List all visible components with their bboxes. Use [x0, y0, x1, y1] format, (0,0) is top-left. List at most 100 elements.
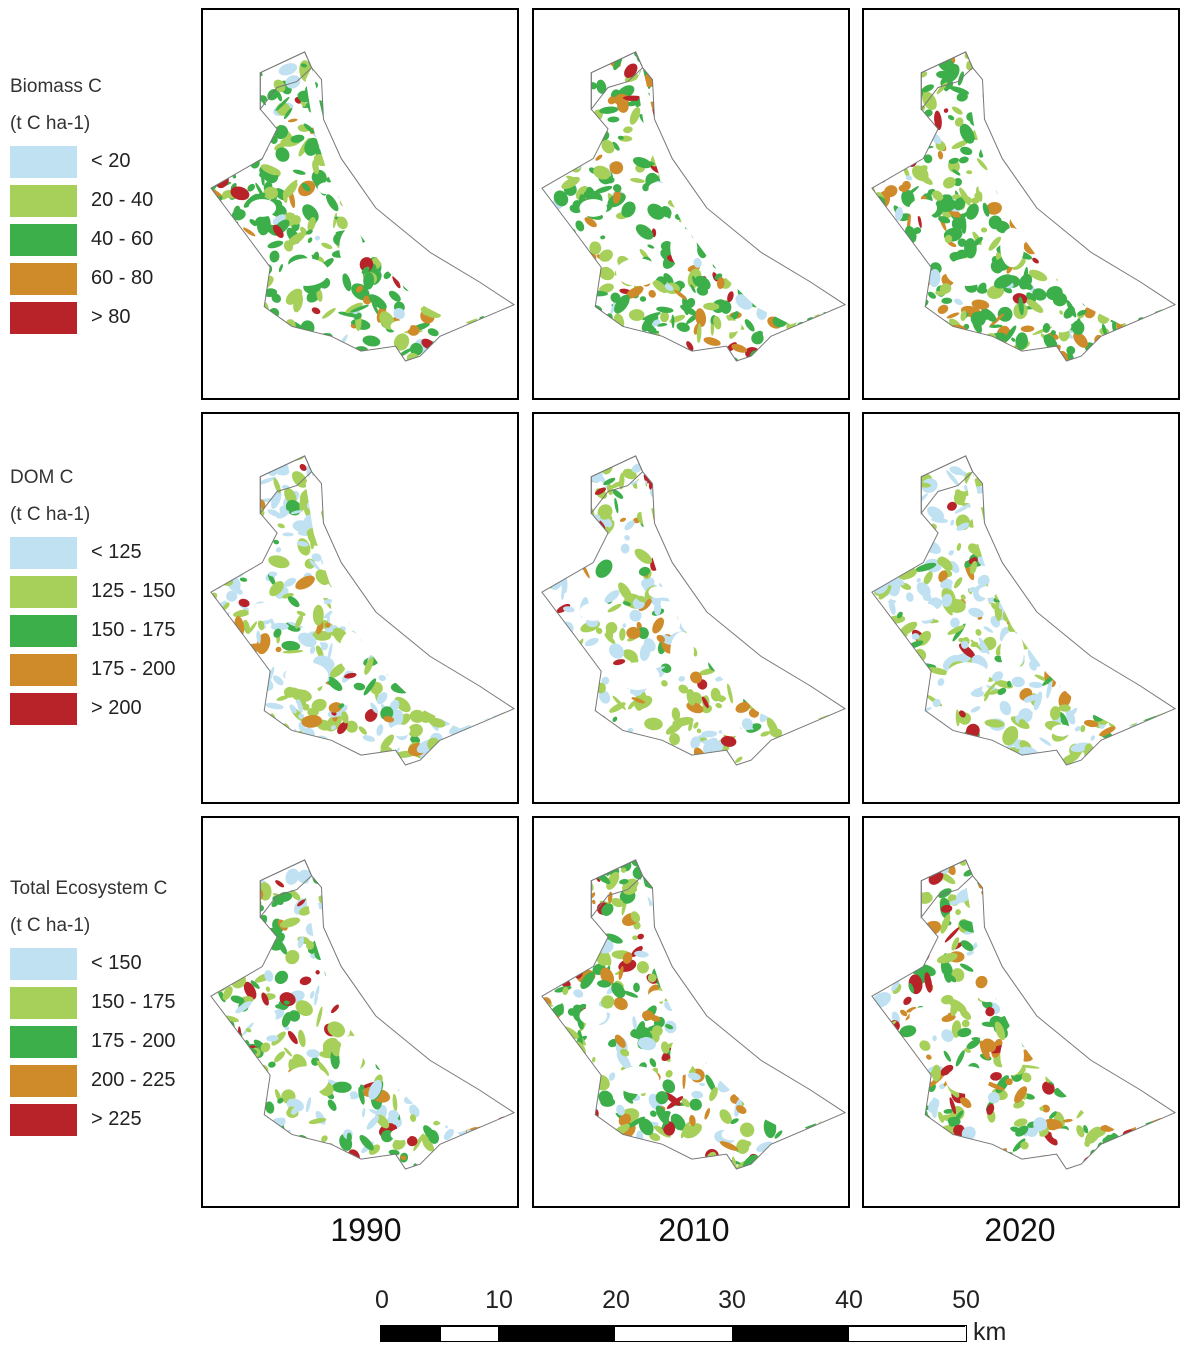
map-patch: [375, 525, 388, 540]
map-patch: [569, 84, 583, 93]
map-patch: [1147, 143, 1158, 155]
map-patch: [1034, 90, 1055, 101]
map-patch: [1027, 757, 1043, 765]
map-patch: [602, 715, 609, 728]
map-patch: [871, 211, 876, 226]
map-patch: [383, 715, 395, 723]
map-patch: [304, 137, 320, 156]
nonforest-gap: [978, 182, 997, 195]
map-patch: [555, 146, 573, 157]
map-patch: [886, 455, 908, 465]
map-patch: [340, 77, 349, 86]
map-patch: [927, 667, 949, 676]
map-patch: [470, 65, 482, 77]
map-patch: [462, 88, 477, 103]
map-patch: [381, 1002, 395, 1016]
map-patch: [917, 165, 928, 175]
map-patch: [362, 542, 372, 552]
map-patch: [780, 964, 800, 972]
map-patch: [1044, 115, 1059, 129]
map-patch: [923, 51, 933, 60]
map-patch: [881, 121, 894, 133]
map-patch: [652, 617, 665, 634]
map-patch: [469, 221, 476, 227]
map-patch: [579, 514, 591, 525]
map-patch: [421, 65, 432, 76]
map-patch: [1081, 80, 1094, 98]
map-patch: [494, 892, 511, 909]
map-patch: [1044, 355, 1060, 361]
map-patch: [556, 122, 565, 132]
map-patch: [660, 311, 669, 323]
map-patch: [283, 1000, 290, 1005]
map-patch: [240, 94, 255, 110]
map-patch: [887, 710, 904, 719]
map-patch: [948, 157, 960, 164]
map-patch: [1127, 79, 1141, 97]
map-patch: [229, 667, 240, 684]
map-patch: [561, 638, 569, 649]
map-patch: [571, 745, 586, 764]
map-patch: [1096, 146, 1103, 156]
map-patch: [388, 290, 401, 302]
map-patch: [210, 736, 215, 751]
map-patch: [630, 177, 645, 184]
map-patch: [994, 124, 1010, 134]
map-patch: [210, 639, 219, 650]
map-patch: [210, 689, 224, 697]
map-patch: [926, 189, 932, 202]
map-patch: [1085, 195, 1100, 202]
map-patch: [341, 531, 356, 545]
map-patch: [284, 319, 296, 334]
map-patch: [728, 550, 743, 564]
map-patch: [794, 1020, 810, 1038]
map-patch: [421, 203, 425, 208]
map-patch: [446, 967, 462, 981]
map-patch: [644, 717, 663, 731]
map-patch: [739, 470, 751, 481]
map-patch: [239, 100, 254, 115]
map-patch: [871, 176, 876, 190]
map-patch: [804, 227, 818, 249]
map-patch: [501, 181, 508, 187]
map-patch: [1164, 551, 1174, 565]
map-patch: [722, 865, 733, 879]
map-patch: [343, 941, 352, 948]
map-patch: [1104, 765, 1110, 772]
map-patch: [274, 1051, 285, 1063]
map-patch: [690, 736, 701, 749]
map-patch: [900, 117, 907, 126]
map-patch: [822, 625, 837, 641]
map-patch: [388, 51, 395, 58]
map-patch: [814, 752, 829, 759]
map-patch: [1158, 188, 1174, 202]
map-patch: [756, 359, 766, 361]
map-patch: [720, 467, 732, 479]
map-patch: [559, 761, 566, 765]
map-patch: [1045, 94, 1062, 104]
map-patch: [541, 1134, 546, 1146]
map-patch: [1149, 632, 1160, 645]
map-patch: [422, 595, 432, 615]
map-patch: [612, 141, 620, 151]
map-patch: [388, 903, 402, 914]
map-patch: [641, 314, 659, 332]
map-patch: [1076, 457, 1086, 471]
map-patch: [210, 265, 218, 273]
map-patch: [731, 343, 748, 353]
map-patch: [613, 659, 626, 666]
map-patch: [1170, 156, 1176, 168]
map-patch: [255, 476, 277, 486]
map-patch: [550, 692, 566, 711]
map-patch: [775, 507, 784, 520]
subregion-boundary: [920, 455, 974, 515]
map-patch: [820, 339, 832, 353]
map-patch: [790, 235, 799, 241]
map-patch: [225, 102, 239, 113]
map-patch: [1137, 138, 1154, 143]
map-patch: [641, 577, 655, 588]
map-patch: [366, 972, 382, 984]
map-patch: [961, 761, 968, 765]
map-patch: [503, 512, 513, 527]
map-patch: [771, 187, 785, 208]
